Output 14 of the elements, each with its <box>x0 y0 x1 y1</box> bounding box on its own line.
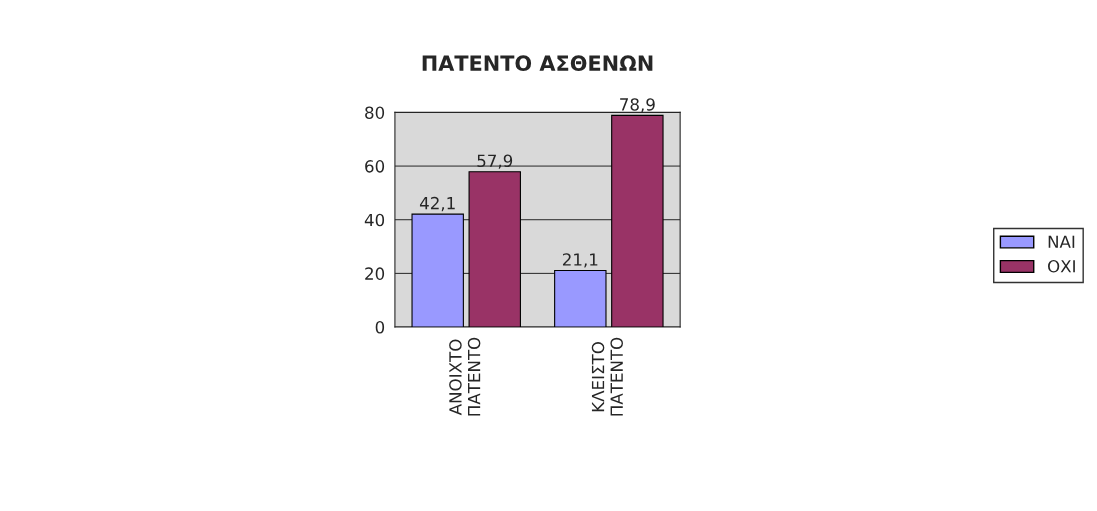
y-tick-label: 80 <box>365 106 385 119</box>
legend-label: ΝΑΙ <box>1048 235 1075 248</box>
y-tick-label: 0 <box>375 321 385 334</box>
x-tick-label: ΚΛΕΙΣΤΟ ΠΑΤΕΝΤΟ <box>591 337 623 416</box>
x-tick-label: ΑΝΟΙΧΤΟ ΠΑΤΕΝΤΟ <box>449 337 481 416</box>
y-tick-label: 20 <box>365 267 385 280</box>
y-tick-label: 60 <box>365 160 385 173</box>
data-label: 78,9 <box>620 98 655 113</box>
data-label: 57,9 <box>477 154 513 169</box>
data-label: 42,1 <box>419 196 455 212</box>
chart-title: ΠΑΤΕΝΤΟ ΑΣΘΕΝΩΝ <box>422 55 653 72</box>
legend-label: ΟΧΙ <box>1048 259 1075 273</box>
y-tick-label: 40 <box>364 213 385 227</box>
data-label: 21,1 <box>562 253 598 268</box>
